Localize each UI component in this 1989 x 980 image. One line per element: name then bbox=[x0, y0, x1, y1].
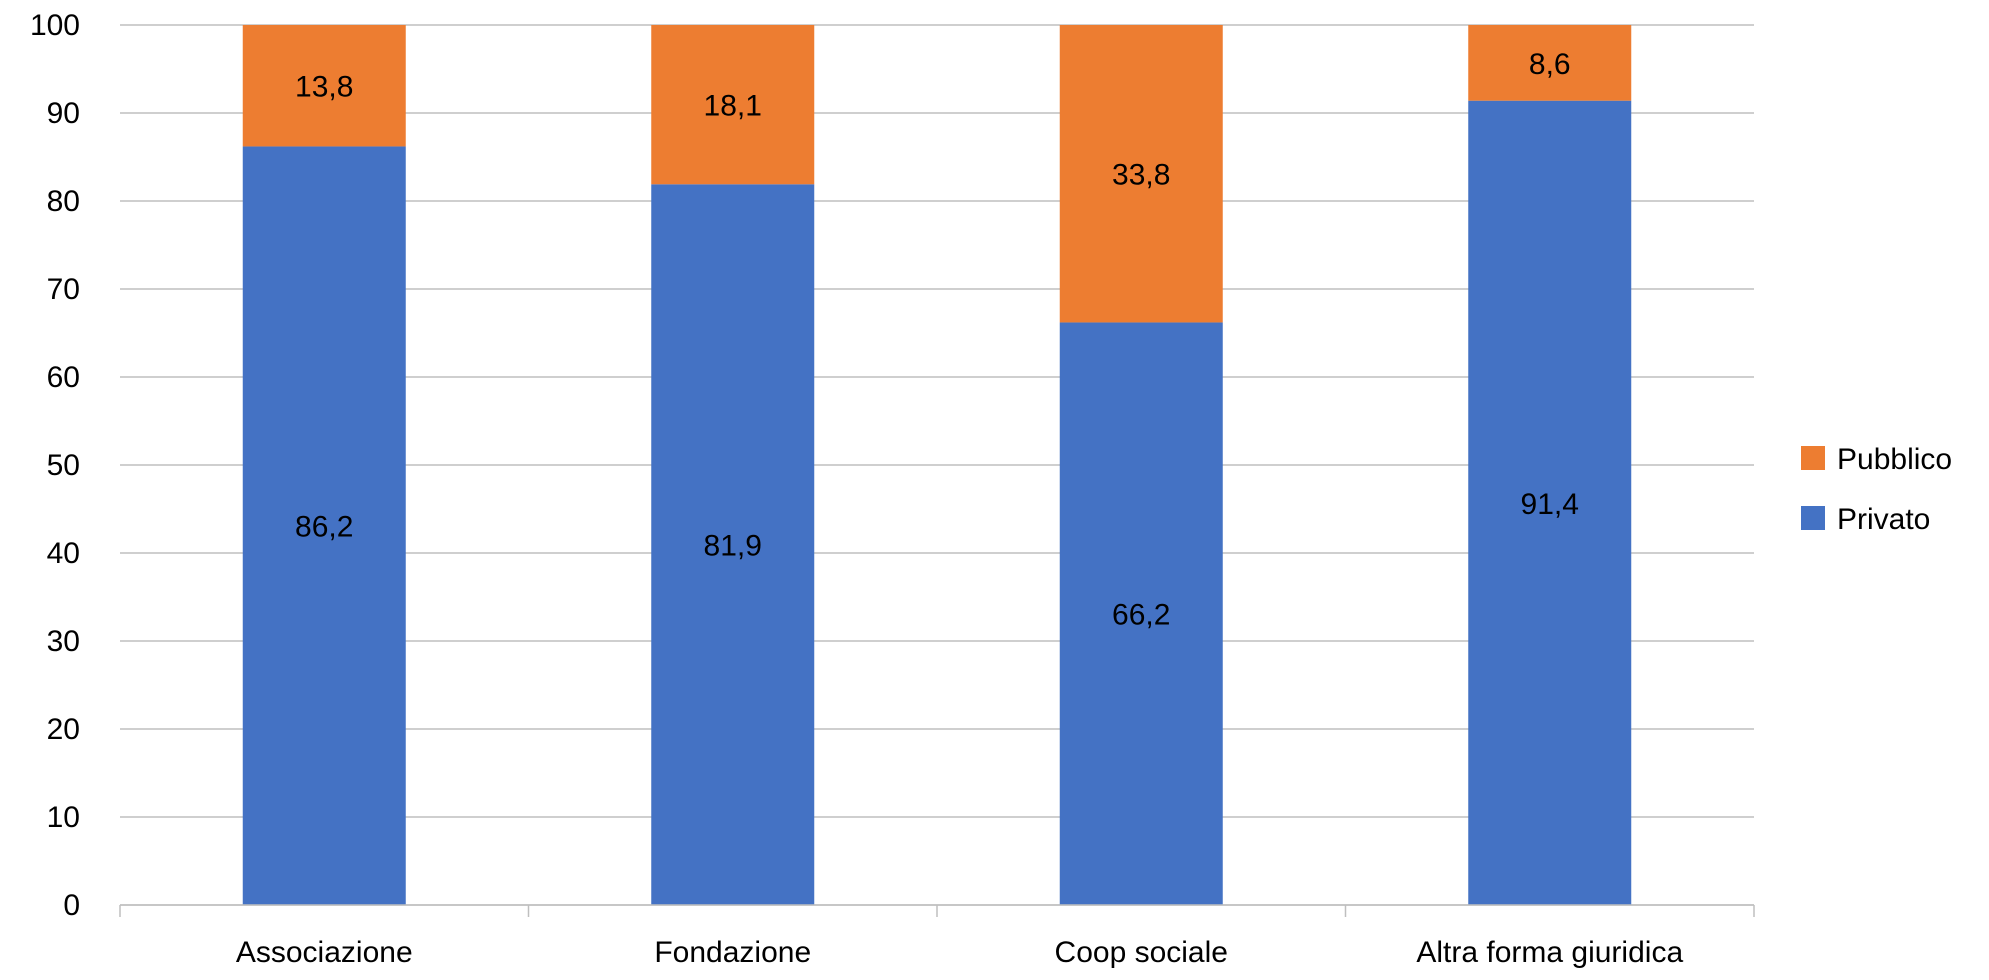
y-tick-label: 40 bbox=[47, 537, 80, 570]
x-axis: Associazione Fondazione Coop sociale Altra … bbox=[119, 904, 1755, 969]
y-tick-label: 0 bbox=[63, 889, 80, 922]
x-category-label: Altra forma giuridica bbox=[1416, 936, 1683, 969]
y-tick-label: 100 bbox=[30, 9, 80, 42]
legend-label-privato: Privato bbox=[1837, 503, 1930, 536]
data-label-pubblico: 13,8 bbox=[295, 71, 353, 104]
bar-privato bbox=[1468, 100, 1632, 906]
legend-swatch-pubblico bbox=[1801, 446, 1825, 470]
bar-pubblico bbox=[651, 25, 815, 185]
bar-privato bbox=[1059, 322, 1223, 905]
legend-label-pubblico: Pubblico bbox=[1837, 443, 1952, 476]
data-label-privato: 81,9 bbox=[704, 530, 762, 563]
y-tick-label: 90 bbox=[47, 97, 80, 130]
data-label-privato: 66,2 bbox=[1112, 599, 1170, 632]
y-axis: 0 10 20 30 40 50 60 70 80 90 100 bbox=[30, 9, 80, 922]
bar-pubblico bbox=[242, 25, 406, 147]
y-tick-label: 60 bbox=[47, 361, 80, 394]
legend-swatch-privato bbox=[1801, 506, 1825, 530]
y-tick-label: 50 bbox=[47, 449, 80, 482]
data-label-pubblico: 18,1 bbox=[704, 90, 762, 123]
bar-pubblico bbox=[1059, 25, 1223, 323]
data-label-pubblico: 33,8 bbox=[1112, 159, 1170, 192]
y-tick-label: 20 bbox=[47, 713, 80, 746]
x-category-label: Coop sociale bbox=[1055, 936, 1228, 969]
bar-pubblico bbox=[1468, 25, 1632, 101]
legend: Pubblico Privato bbox=[1801, 443, 1952, 536]
x-category-label: Associazione bbox=[236, 936, 413, 969]
y-tick-label: 30 bbox=[47, 625, 80, 658]
x-category-label: Fondazione bbox=[654, 936, 811, 969]
data-label-privato: 86,2 bbox=[295, 511, 353, 544]
data-label-pubblico: 8,6 bbox=[1529, 48, 1571, 81]
y-tick-label: 10 bbox=[47, 801, 80, 834]
bars: 86,2 13,8 81,9 18,1 66,2 33,8 91,4 8,6 bbox=[242, 25, 1632, 906]
data-label-privato: 91,4 bbox=[1521, 488, 1579, 521]
bar-privato bbox=[242, 146, 406, 905]
y-tick-label: 80 bbox=[47, 185, 80, 218]
y-tick-label: 70 bbox=[47, 273, 80, 306]
bar-privato bbox=[651, 184, 815, 905]
